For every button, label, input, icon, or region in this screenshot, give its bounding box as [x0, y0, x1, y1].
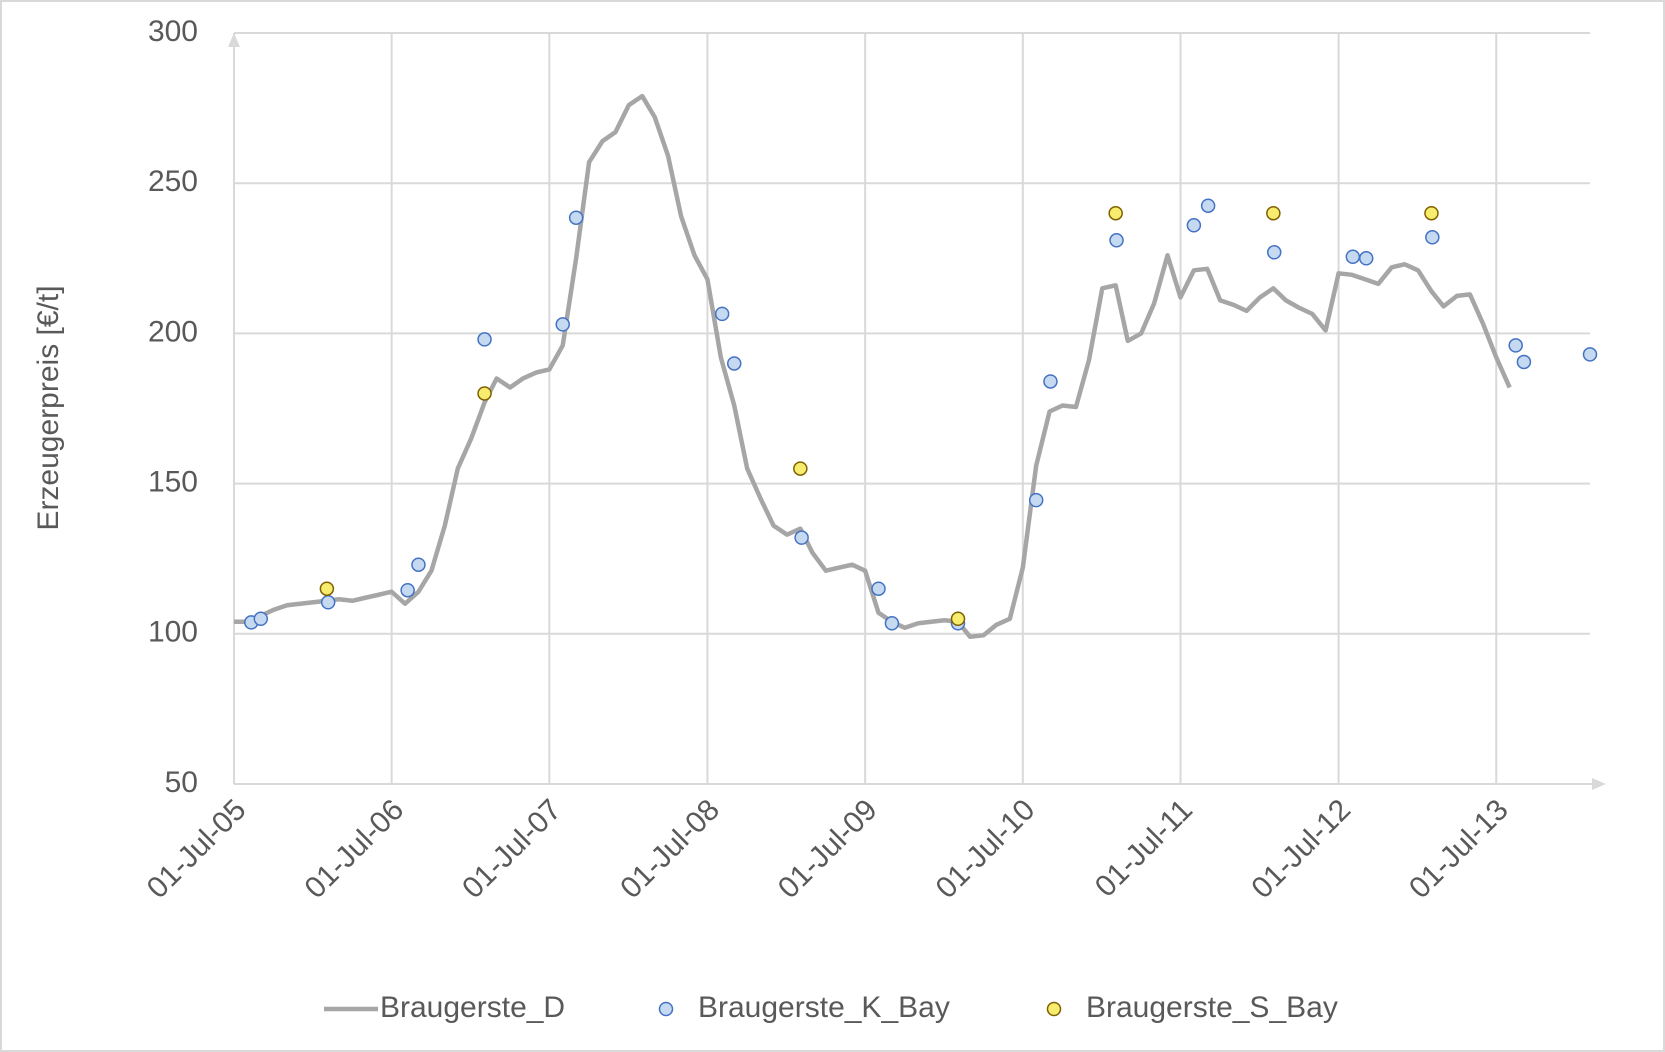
marker: [1508, 338, 1523, 353]
marker: [884, 616, 900, 631]
legend-label: Braugerste_K_Bay: [698, 991, 950, 1024]
marker: [1425, 230, 1440, 245]
marker: [1358, 251, 1374, 266]
marker: [714, 306, 730, 322]
line: [234, 93, 1512, 640]
marker: [400, 582, 415, 598]
y-axis-arrow: [228, 33, 240, 47]
marker: [555, 317, 570, 332]
marker: [1186, 218, 1202, 233]
marker: [568, 210, 584, 225]
marker: [1582, 347, 1598, 362]
marker: [871, 581, 886, 596]
marker: [477, 332, 492, 347]
y-tick-label: 150: [148, 466, 198, 499]
y-tick-label: 50: [165, 766, 198, 799]
legend-swatch: [658, 1001, 674, 1017]
marker: [320, 595, 336, 610]
marker: [477, 386, 492, 401]
marker: [1516, 354, 1532, 370]
legend-label: Braugerste_D: [380, 991, 565, 1024]
marker: [1108, 205, 1123, 221]
marker: [253, 611, 269, 627]
marker: [1424, 205, 1439, 221]
legend-swatch: [1046, 1001, 1062, 1017]
y-tick-label: 100: [148, 616, 198, 649]
y-tick-label: 200: [148, 315, 198, 348]
marker: [1266, 205, 1281, 221]
marker: [1043, 374, 1058, 389]
y-axis-label: Erzeugerpreis [€/t]: [32, 285, 65, 530]
marker: [1345, 249, 1361, 265]
marker: [319, 581, 335, 596]
y-tick-label: 300: [148, 15, 198, 48]
marker: [726, 356, 742, 371]
marker: [1109, 233, 1124, 248]
y-tick-label: 250: [148, 165, 198, 198]
legend-label: Braugerste_S_Bay: [1086, 991, 1338, 1024]
marker: [950, 611, 966, 627]
marker: [1200, 198, 1216, 213]
marker: [411, 557, 426, 572]
marker: [794, 530, 809, 545]
marker: [1028, 492, 1044, 508]
marker: [1266, 245, 1282, 260]
x-axis-arrow: [1592, 778, 1606, 790]
marker: [793, 461, 808, 476]
